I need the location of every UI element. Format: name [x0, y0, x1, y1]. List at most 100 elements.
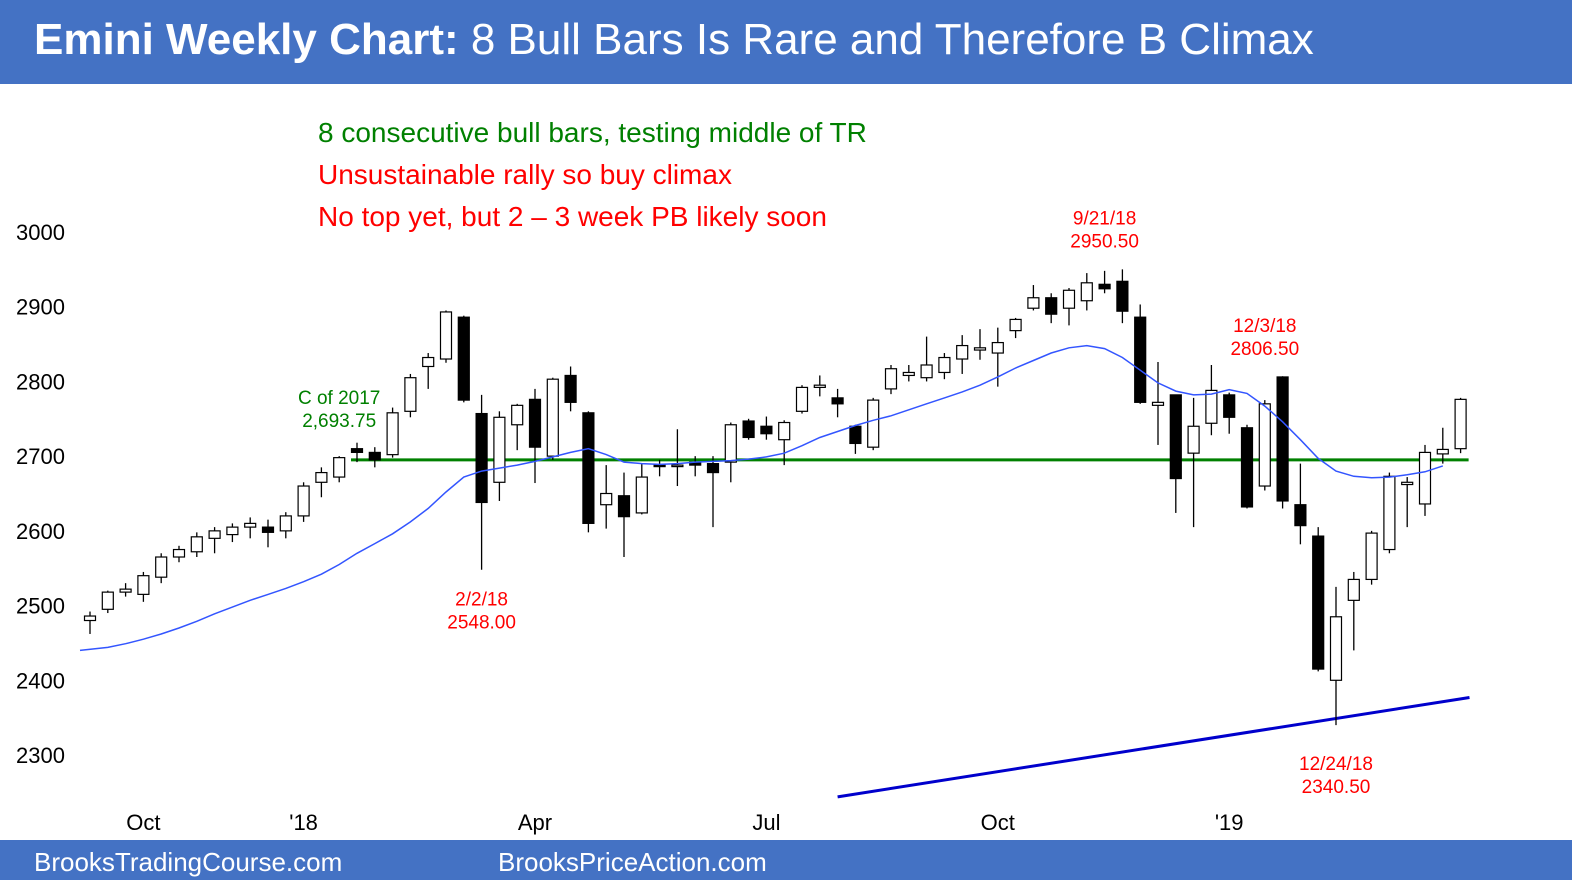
candle-body-49: [956, 344, 969, 360]
weekly-candlestick-chart: 2300 2400 2500 2600 2700 2800 2900 3000 Oct '18 Ap…: [16, 117, 1470, 835]
candle-body-18: [404, 377, 417, 412]
candle-body-41: [813, 384, 826, 389]
candle-body-37: [742, 420, 755, 439]
candle-body-23: [493, 416, 506, 483]
candle-body-5: [172, 548, 186, 558]
candle-body-66: [1258, 403, 1271, 487]
price-label-2-line-1: 2950.50: [1070, 232, 1139, 253]
candle-body-63: [1205, 389, 1218, 424]
candle-body-1: [101, 591, 114, 610]
candle-body-55: [1062, 289, 1076, 309]
candle-body-39: [778, 421, 791, 441]
candle-body-47: [920, 364, 933, 379]
candle-body-65: [1240, 427, 1254, 508]
moving-average-line: [79, 344, 1444, 652]
candle-body-4: [155, 556, 168, 578]
candle-body-30: [617, 495, 631, 518]
brooks-price-action-link[interactable]: BrooksPriceAction.com: [498, 847, 767, 877]
candle-body-19: [422, 356, 435, 368]
candle-body-62: [1187, 425, 1200, 454]
candle-body-38: [760, 425, 773, 435]
chart-title: Emini Weekly Chart: 8 Bull Bars Is Rare …: [34, 8, 1314, 72]
candle-body-24: [511, 404, 524, 426]
footer-bar: BrooksTradingCourse.com BrooksPriceActio…: [0, 840, 1572, 880]
candle-body-8: [226, 526, 239, 536]
candle-body-21: [457, 316, 470, 401]
candle-body-58: [1116, 280, 1129, 312]
candle-body-70: [1329, 616, 1343, 681]
y-tick-label-2700: 2700: [16, 444, 65, 469]
candle-body-13: [315, 471, 328, 483]
candle-body-22: [475, 412, 488, 504]
candle-body-43: [849, 425, 862, 445]
candle-body-67: [1276, 376, 1289, 502]
candle-body-64: [1223, 394, 1236, 418]
candle-body-60: [1151, 401, 1165, 406]
y-tick-label-2900: 2900: [16, 295, 65, 320]
candle-body-20: [439, 311, 453, 360]
candle-body-69: [1312, 535, 1325, 670]
candle-body-17: [386, 412, 399, 456]
brooks-trading-course-link[interactable]: BrooksTradingCourse.com: [34, 847, 343, 877]
candle-body-72: [1365, 532, 1378, 581]
price-label-0-line-0: C of 2017: [298, 388, 380, 409]
x-tick-label-0: Oct: [126, 810, 160, 835]
annotation-1: Unsustainable rally so buy climax: [318, 159, 732, 190]
candle-body-52: [1009, 318, 1022, 332]
candle-body-61: [1169, 394, 1182, 480]
y-tick-label-2600: 2600: [16, 519, 65, 544]
chart-title-rest: 8 Bull Bars Is Rare and Therefore B Clim…: [458, 15, 1314, 64]
chart-title-bold: Emini Weekly Chart:: [34, 15, 459, 64]
price-label-1-line-1: 2548.00: [447, 613, 516, 634]
candle-body-51: [991, 341, 1004, 354]
candle-body-59: [1134, 316, 1147, 403]
candle-body-11: [279, 515, 292, 532]
price-label-4-line-0: 12/24/18: [1299, 754, 1373, 775]
x-tick-label-3: Jul: [752, 810, 780, 835]
candle-body-74: [1401, 481, 1414, 486]
candle-body-6: [190, 536, 203, 553]
price-label-3-line-1: 2806.50: [1230, 339, 1299, 360]
price-label-3-line-0: 12/3/18: [1233, 316, 1296, 337]
x-tick-label-5: '19: [1215, 810, 1244, 835]
candle-body-54: [1045, 297, 1058, 315]
candle-body-71: [1347, 578, 1360, 601]
y-tick-label-2800: 2800: [16, 369, 65, 394]
candle-body-33: [671, 464, 684, 468]
price-label-4-line-1: 2340.50: [1302, 777, 1371, 798]
candle-body-50: [973, 347, 987, 351]
candle-body-53: [1027, 297, 1040, 309]
candle-body-25: [528, 398, 542, 448]
annotation-0: 8 consecutive bull bars, testing middle …: [318, 117, 867, 148]
price-label-2-line-0: 9/21/18: [1073, 209, 1136, 230]
candle-body-32: [653, 464, 666, 468]
y-tick-label-3000: 3000: [16, 220, 65, 245]
x-tick-label-2: Apr: [518, 810, 552, 835]
candle-body-68: [1294, 504, 1307, 527]
x-tick-label-4: Oct: [981, 810, 1015, 835]
candle-body-36: [724, 424, 737, 463]
candle-body-2: [119, 588, 132, 593]
title-bar: Emini Weekly Chart: 8 Bull Bars Is Rare …: [0, 0, 1572, 84]
x-tick-label-1: '18: [289, 810, 318, 835]
candle-body-42: [831, 397, 844, 405]
candle-body-16: [368, 451, 381, 461]
candle-body-73: [1383, 475, 1396, 551]
candle-body-40: [795, 386, 809, 412]
candle-body-0: [83, 615, 97, 622]
y-tick-label-2500: 2500: [16, 594, 65, 619]
candle-body-48: [938, 356, 951, 374]
y-tick-label-2400: 2400: [16, 668, 65, 693]
candle-body-57: [1098, 283, 1111, 290]
price-label-0-line-1: 2,693.75: [302, 411, 376, 432]
trend-line: [837, 695, 1470, 799]
candle-body-28: [582, 412, 595, 524]
candle-body-46: [902, 371, 915, 377]
candle-body-76: [1436, 448, 1449, 455]
candle-body-26: [546, 378, 559, 457]
candle-body-45: [884, 368, 898, 390]
candle-body-15: [350, 448, 364, 454]
candle-body-31: [635, 476, 648, 514]
candle-body-3: [137, 575, 150, 595]
candle-body-27: [564, 374, 577, 403]
